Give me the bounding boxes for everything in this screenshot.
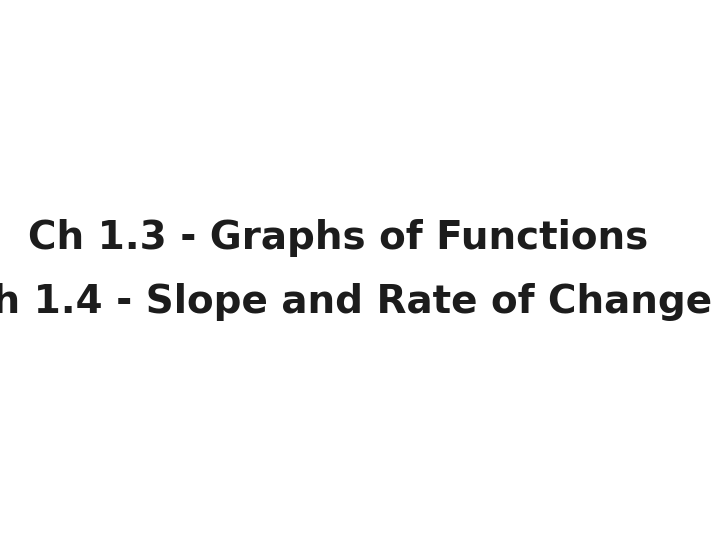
Text: Ch 1.3 - Graphs of Functions: Ch 1.3 - Graphs of Functions bbox=[28, 219, 649, 256]
Text: Ch 1.4 - Slope and Rate of Change: Ch 1.4 - Slope and Rate of Change bbox=[0, 284, 713, 321]
